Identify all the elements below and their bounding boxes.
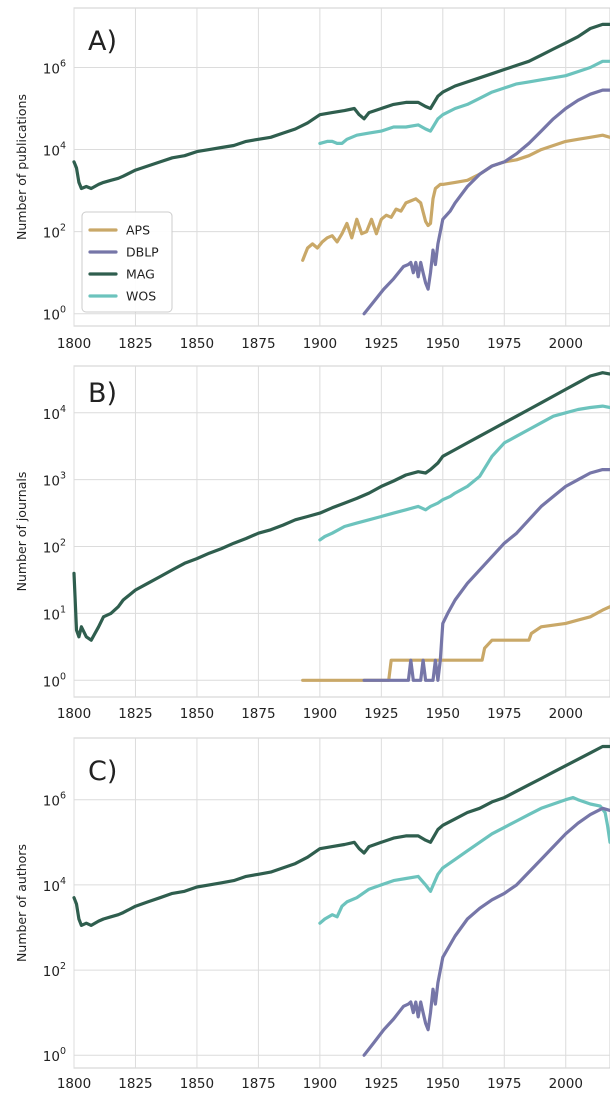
series-line-mag [72, 744, 610, 928]
panel-title: C) [88, 756, 117, 787]
x-tick-label: 1850 [180, 336, 214, 352]
x-tick-label: 1850 [180, 1076, 214, 1092]
x-tick-label: 1900 [303, 336, 337, 352]
y-axis-label: Number of publications [14, 94, 29, 240]
x-tick-label: 2000 [549, 336, 583, 352]
series-line-wos [318, 795, 610, 925]
x-tick-label: 1900 [303, 706, 337, 722]
series-line-aps [301, 605, 610, 682]
y-tick-label: 106 [43, 58, 66, 77]
legend-label-dblp: DBLP [126, 245, 159, 260]
x-tick-label: 1925 [364, 1076, 398, 1092]
x-tick-label: 1950 [426, 336, 460, 352]
y-tick-label: 103 [43, 471, 66, 490]
panel-title: A) [88, 26, 117, 57]
plot-area [73, 737, 610, 1069]
x-tick-label: 2000 [549, 706, 583, 722]
series-line-dblp [362, 468, 610, 682]
y-tick-label: 104 [43, 404, 66, 423]
y-tick-label: 102 [43, 961, 66, 980]
x-tick-label: 1800 [57, 1076, 91, 1092]
x-tick-label: 1850 [180, 706, 214, 722]
y-axis-label: Number of journals [14, 472, 29, 592]
x-tick-label: 1825 [118, 706, 152, 722]
x-tick-label: 1825 [118, 1076, 152, 1092]
series-line-wos [318, 59, 610, 145]
x-tick-label: 1900 [303, 1076, 337, 1092]
x-tick-label: 1975 [487, 1076, 521, 1092]
chart-panel-c: 1800 1825 1850 1875 1900 1925 1950 1975 2000 100 1… [14, 737, 610, 1092]
y-tick-label: 102 [43, 223, 66, 242]
y-tick-label: 102 [43, 538, 66, 557]
x-tick-label: 1975 [487, 336, 521, 352]
x-tick-label: 1950 [426, 1076, 460, 1092]
panel-title: B) [88, 378, 117, 409]
x-tick-label: 1925 [364, 336, 398, 352]
y-tick-label: 106 [43, 791, 66, 810]
plot-area [73, 365, 610, 698]
x-tick-label: 1875 [241, 336, 275, 352]
series-line-mag [72, 371, 610, 642]
legend-label-aps: APS [126, 223, 150, 238]
series-line-dblp [362, 88, 610, 316]
x-tick-label: 1800 [57, 336, 91, 352]
y-tick-label: 100 [43, 671, 66, 690]
y-tick-label: 101 [43, 604, 66, 623]
series-line-wos [318, 404, 610, 542]
legend-label-wos: WOS [126, 289, 156, 304]
chart-panel-a: 1800 1825 1850 1875 1900 1925 1950 1975 2000 100 1… [14, 7, 610, 352]
chart-panel-b: 1800 1825 1850 1875 1900 1925 1950 1975 2000 100 1… [14, 365, 610, 722]
series-line-aps [301, 133, 610, 262]
series-line-mag [72, 22, 610, 191]
legend-box [81, 211, 173, 313]
y-axis-label: Number of authors [14, 844, 29, 962]
series-line-dblp [362, 806, 610, 1057]
legend-label-mag: MAG [126, 267, 155, 282]
x-tick-label: 1950 [426, 706, 460, 722]
y-tick-label: 100 [43, 1046, 66, 1065]
x-tick-label: 2000 [549, 1076, 583, 1092]
y-tick-label: 100 [43, 305, 66, 324]
x-tick-label: 1800 [57, 706, 91, 722]
y-tick-label: 104 [43, 876, 66, 895]
x-tick-label: 1875 [241, 706, 275, 722]
x-tick-label: 1925 [364, 706, 398, 722]
x-tick-label: 1975 [487, 706, 521, 722]
legend: APS DBLP MAG WOS [81, 211, 173, 313]
x-tick-label: 1825 [118, 336, 152, 352]
y-tick-label: 104 [43, 141, 66, 160]
x-tick-label: 1875 [241, 1076, 275, 1092]
